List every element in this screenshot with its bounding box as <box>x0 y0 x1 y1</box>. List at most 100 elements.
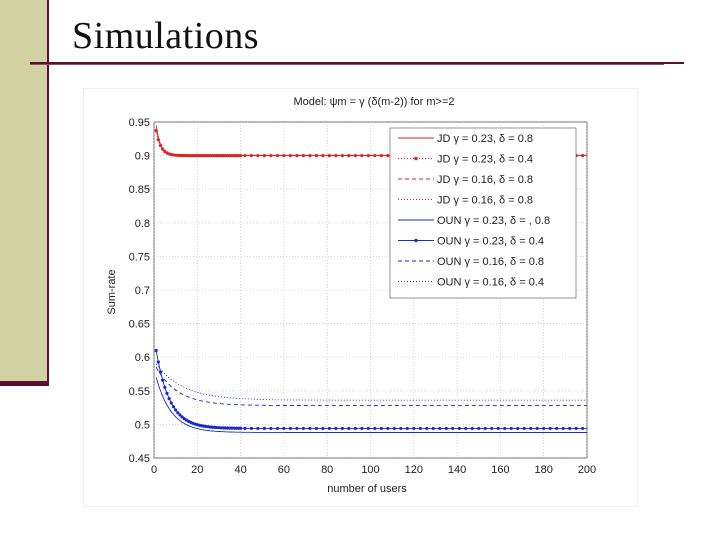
series-marker <box>301 426 305 431</box>
series-marker <box>366 426 370 431</box>
series-marker <box>379 426 383 431</box>
legend-marker <box>414 238 418 243</box>
series-marker <box>334 426 338 431</box>
series-marker <box>262 154 267 158</box>
legend-entry: JD γ = 0.16, δ = 0.8 <box>437 174 533 186</box>
y-tick-label: 0.85 <box>129 184 150 196</box>
chart-legend: JD γ = 0.23, δ = 0.8 JD γ = 0.23, δ = 0.4… <box>389 127 577 299</box>
series-marker <box>340 426 344 431</box>
series-marker <box>347 154 351 158</box>
series-line-5 <box>155 377 587 433</box>
axis-ticks: 0 20 40 60 80 100 120 140 160 180 200 0.45 0.5 0.55 0.… <box>129 117 597 476</box>
series-marker <box>321 426 325 431</box>
series-marker <box>503 426 507 431</box>
series-marker <box>275 154 280 158</box>
y-tick-label: 0.65 <box>129 319 150 331</box>
series-marker <box>438 426 442 431</box>
legend-entry: JD γ = 0.16, δ = 0.8 <box>437 195 533 207</box>
series-marker <box>161 378 165 382</box>
legend-entry: OUN γ = 0.23, δ = 0.4 <box>437 236 544 248</box>
series-marker <box>392 426 396 431</box>
series-marker <box>399 426 403 431</box>
series-marker <box>496 426 500 431</box>
sidebar-bottom-bar <box>0 381 47 386</box>
title-underline <box>30 62 684 64</box>
sidebar-edge <box>47 0 49 386</box>
series-marker <box>581 426 585 431</box>
series-marker <box>256 426 260 430</box>
series-marker <box>169 401 173 405</box>
series-marker <box>165 391 169 396</box>
series-marker <box>327 426 331 431</box>
series-line-8 <box>155 363 587 401</box>
series-marker <box>288 426 292 431</box>
series-marker <box>163 385 167 389</box>
series-marker <box>418 426 422 431</box>
chart-figure: Model: ψm = γ (δ(m-2)) for m>=2 0 20 40 60 8… <box>84 89 637 506</box>
series-marker <box>269 426 273 431</box>
series-marker <box>360 426 364 431</box>
series-marker <box>353 426 357 431</box>
x-tick-label: 200 <box>578 464 596 476</box>
series-marker <box>262 426 267 431</box>
y-tick-label: 0.75 <box>129 251 150 263</box>
series-marker <box>156 360 160 364</box>
x-tick-label: 100 <box>361 464 379 476</box>
x-tick-label: 20 <box>191 464 203 476</box>
chart-svg: Model: ψm = γ (δ(m-2)) for m>=2 0 20 40 60 8… <box>106 96 597 495</box>
y-tick-label: 0.55 <box>129 386 150 398</box>
y-axis-label: Sum-rate <box>106 269 118 314</box>
series-marker <box>171 405 176 409</box>
series-marker <box>154 348 158 353</box>
series-marker <box>405 426 409 431</box>
slide-sidebar <box>0 0 47 383</box>
legend-marker <box>414 156 418 161</box>
x-tick-label: 40 <box>234 464 246 476</box>
series-marker <box>360 154 364 158</box>
series-marker <box>425 426 429 431</box>
series-marker <box>174 408 178 412</box>
x-tick-label: 120 <box>405 464 423 476</box>
series-marker <box>158 370 163 374</box>
legend-entry: OUN γ = 0.23, δ = , 0.8 <box>437 215 550 227</box>
y-tick-label: 0.7 <box>135 285 150 297</box>
legend-entry: JD γ = 0.23, δ = 0.4 <box>437 154 533 166</box>
y-tick-label: 0.95 <box>129 117 150 129</box>
y-tick-label: 0.45 <box>129 453 150 465</box>
series-marker <box>314 426 318 431</box>
series-marker <box>295 426 299 431</box>
series-marker <box>490 426 494 431</box>
x-tick-label: 140 <box>448 464 466 476</box>
legend-entry: JD γ = 0.23, δ = 0.8 <box>437 133 533 145</box>
series-marker <box>386 426 390 431</box>
legend-entry: OUN γ = 0.16, δ = 0.4 <box>437 277 544 289</box>
x-tick-label: 80 <box>321 464 333 476</box>
series-marker <box>178 413 182 417</box>
series-marker <box>470 426 474 431</box>
legend-box <box>389 127 577 299</box>
series-marker <box>269 154 273 158</box>
series-marker <box>477 426 481 431</box>
y-tick-label: 0.8 <box>135 218 150 230</box>
x-tick-label: 160 <box>491 464 509 476</box>
series-marker <box>561 426 565 431</box>
series-marker <box>555 426 559 431</box>
title-underline-thin <box>30 64 664 65</box>
series-marker <box>451 426 455 431</box>
series-marker <box>239 426 243 430</box>
y-tick-label: 0.9 <box>135 151 150 163</box>
series-marker <box>412 426 416 431</box>
legend-entry: OUN γ = 0.16, δ = 0.8 <box>437 256 544 268</box>
series-marker <box>243 426 247 430</box>
series-marker <box>431 426 435 431</box>
series-marker <box>275 426 280 431</box>
series-marker <box>347 426 351 431</box>
series-marker <box>574 426 578 431</box>
series-line-7 <box>155 367 587 407</box>
series-marker <box>516 426 520 431</box>
y-tick-label: 0.5 <box>135 419 150 431</box>
series-marker <box>542 426 546 431</box>
series-marker <box>457 426 461 431</box>
series-marker <box>308 426 312 431</box>
series-marker <box>373 426 377 431</box>
